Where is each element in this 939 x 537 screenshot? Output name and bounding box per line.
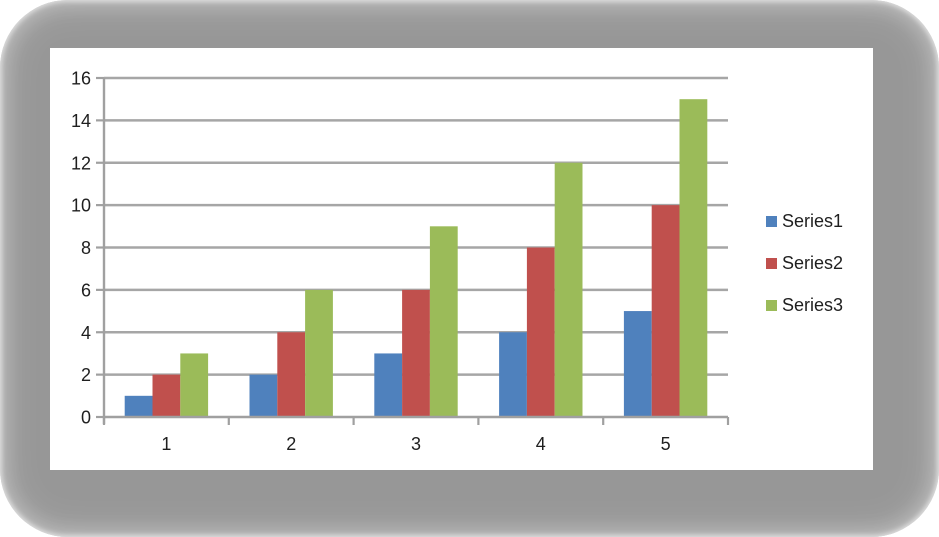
legend-item-series1: Series1 [766, 211, 843, 231]
bar-series1-cat2 [249, 374, 278, 417]
x-axis-label: 3 [411, 434, 421, 454]
legend-label: Series1 [782, 210, 844, 231]
x-axis-label: 5 [661, 434, 671, 454]
bar-series3-cat1 [180, 353, 209, 417]
y-axis-label: 14 [71, 111, 91, 131]
bar-series3-cat5 [679, 99, 708, 417]
series3-swatch-icon [766, 299, 777, 311]
y-axis-label: 4 [81, 323, 91, 343]
y-axis-label: 2 [81, 365, 91, 385]
bar-series2-cat1 [152, 374, 181, 417]
bar-series3-cat3 [429, 226, 458, 417]
x-axis-label: 2 [286, 434, 296, 454]
chart-area: 0 2 4 6 8 10 12 14 16 1 2 3 4 5 Series1 Series2 Serie… [50, 48, 873, 470]
bar-series2-cat2 [277, 332, 306, 417]
bar-series1-cat1 [124, 395, 153, 417]
legend-item-series2: Series2 [766, 253, 843, 273]
y-axis-label: 8 [81, 238, 91, 258]
bar-series2-cat5 [651, 205, 680, 417]
series1-swatch-icon [766, 215, 777, 227]
y-axis-label: 6 [81, 280, 91, 300]
legend-label: Series3 [782, 294, 844, 315]
bar-series3-cat2 [305, 289, 333, 417]
bar-series2-cat3 [402, 289, 430, 417]
bar-series2-cat4 [526, 247, 555, 417]
legend-label: Series2 [782, 252, 844, 273]
bar-series1-cat5 [623, 311, 652, 417]
series2-swatch-icon [766, 257, 777, 269]
y-axis-label: 16 [71, 69, 91, 89]
bar-series1-cat4 [499, 332, 527, 417]
legend-item-series3: Series3 [766, 295, 843, 315]
y-axis-label: 0 [81, 408, 91, 428]
y-axis-label: 10 [71, 196, 91, 216]
legend: Series1 Series2 Series3 [766, 211, 843, 315]
bar-series1-cat3 [374, 353, 403, 417]
x-axis-label: 1 [161, 434, 171, 454]
y-axis-label: 12 [71, 153, 91, 173]
bar-series3-cat4 [554, 162, 583, 417]
x-axis-label: 4 [536, 434, 546, 454]
